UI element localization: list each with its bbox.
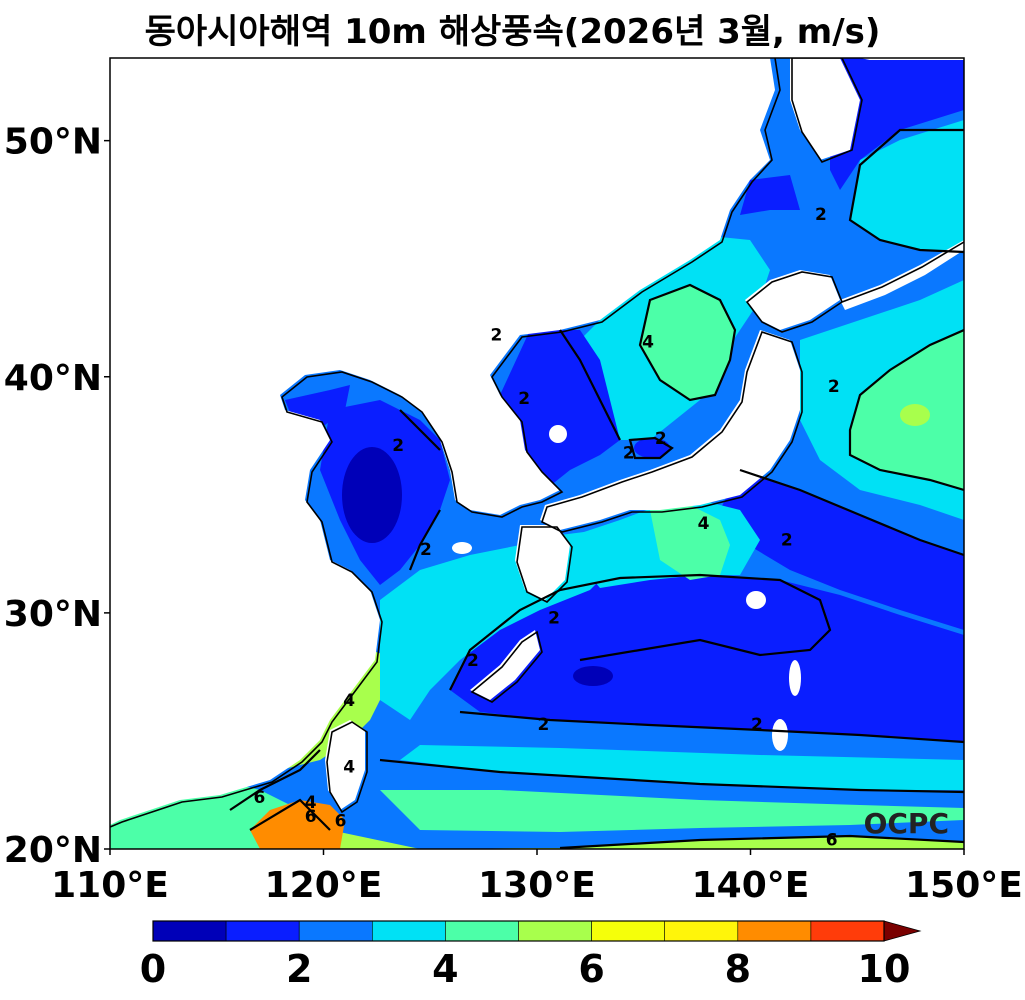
x-tick-label: 120°E	[265, 865, 383, 906]
land-ulleung	[549, 425, 567, 443]
x-tick-label: 150°E	[905, 865, 1023, 906]
contour-label: 6	[826, 831, 838, 851]
band-blue-north	[830, 58, 964, 190]
band-blue-okhotsk	[740, 175, 800, 215]
band-green-south	[380, 790, 964, 832]
contour-label: 2	[548, 609, 560, 629]
contour-label: 2	[751, 715, 763, 735]
colorbar-segment	[664, 920, 739, 942]
colorbar-segment	[225, 920, 300, 942]
contour-label: 2	[828, 377, 840, 397]
band-darkblue-pacific	[573, 666, 613, 686]
contour-label: 2	[623, 443, 635, 463]
ocpc-logo: OCPC	[864, 807, 949, 840]
band-cyan-south	[400, 745, 964, 790]
contour-label: 4	[698, 514, 710, 534]
contour-label: 4	[343, 691, 355, 711]
y-tick-label: 40°N	[4, 358, 102, 399]
land-kurils	[840, 240, 964, 310]
colorbar-tick-label: 2	[286, 947, 312, 991]
colorbar-tick-label: 4	[432, 947, 458, 991]
x-axis-ticks: 110°E 120°E 130°E 140°E 150°E	[51, 849, 1023, 906]
y-tick-label: 20°N	[4, 830, 102, 871]
contour-label: 6	[254, 788, 266, 808]
colorbar-ticks: 0 2 4 6 8 10	[140, 947, 911, 991]
contour-label: 4	[343, 757, 355, 777]
colorbar-tick-label: 6	[578, 947, 604, 991]
colorbar-tick-label: 0	[140, 947, 166, 991]
land-kyushu	[515, 525, 570, 600]
contour-label: 6	[305, 807, 317, 827]
band-green-kuroshio	[650, 505, 730, 580]
y-axis-ticks: 20°N 30°N 40°N 50°N	[4, 122, 110, 871]
colorbar-extend-arrow	[883, 920, 922, 942]
colorbar	[152, 920, 922, 942]
contour-label: 2	[420, 540, 432, 560]
contour-label: 2	[392, 436, 404, 456]
contour-label: 2	[781, 531, 793, 551]
contour-lines	[229, 128, 964, 849]
contour-label: 4	[642, 332, 654, 352]
contour-label: 2	[655, 429, 667, 449]
band-blue-pacific	[450, 575, 964, 742]
x-tick-label: 140°E	[692, 865, 810, 906]
colorbar-segment	[445, 920, 519, 942]
colorbar-frame	[152, 920, 885, 942]
x-tick-label: 110°E	[51, 865, 169, 906]
y-tick-label: 30°N	[4, 594, 102, 635]
contour-label: 2	[518, 389, 530, 409]
contour-label: 2	[537, 715, 549, 735]
band-lightgreen-east	[900, 404, 930, 426]
colorbar-segment	[371, 920, 446, 942]
x-tick-label: 130°E	[478, 865, 596, 906]
chart-title: 동아시아해역 10m 해상풍속(2026년 3월, m/s)	[144, 12, 881, 52]
land-taiwan	[325, 720, 365, 810]
colorbar-segment	[737, 920, 812, 942]
land-bonin	[789, 660, 801, 696]
band-blue-east	[720, 470, 964, 630]
land-bonin-2	[772, 719, 788, 751]
band-green-japansea	[640, 285, 735, 400]
contour-label: 2	[491, 325, 503, 345]
colorbar-segment	[810, 920, 885, 942]
band-blue-japansea-west	[500, 330, 620, 490]
contour-label: 6	[335, 812, 347, 832]
coastlines	[110, 58, 964, 828]
band-cyan-north	[850, 120, 964, 250]
contour-label: 2	[815, 205, 827, 225]
colorbar-segment	[591, 920, 665, 942]
land-jeju	[452, 542, 472, 554]
y-tick-label: 50°N	[4, 122, 102, 163]
land-honshu	[540, 330, 800, 530]
colorbar-segment	[152, 920, 227, 942]
band-darkblue-yellowsea	[342, 447, 402, 543]
contour-label: 4	[305, 793, 317, 813]
land-izu	[746, 591, 766, 609]
colorbar-tick-label: 10	[858, 947, 911, 991]
contour-label: 2	[467, 651, 479, 671]
colorbar-segment	[298, 920, 373, 942]
colorbar-tick-label: 8	[725, 947, 751, 991]
band-blue-noto	[634, 438, 670, 458]
land-sakhalin	[790, 58, 860, 160]
band-orange	[250, 800, 345, 849]
colorbar-segment	[518, 920, 592, 942]
land-ryukyu	[470, 630, 540, 700]
